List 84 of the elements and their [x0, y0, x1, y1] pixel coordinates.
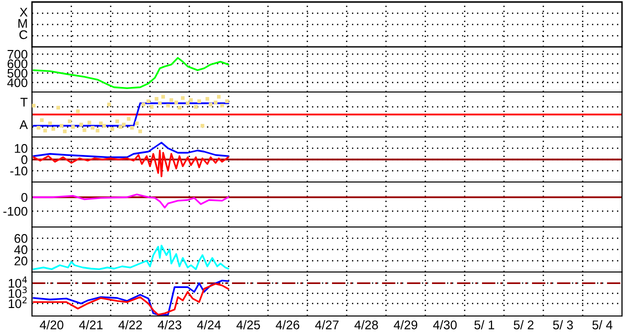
point: [126, 117, 131, 121]
x-tick-label: 4/29: [394, 320, 418, 330]
point: [194, 105, 198, 109]
point: [189, 98, 193, 102]
point: [60, 124, 64, 128]
point: [158, 101, 162, 106]
point: [107, 102, 111, 106]
x-tick-label: 5/ 4: [592, 320, 612, 330]
x-tick-label: 4/24: [197, 320, 221, 330]
point: [36, 126, 40, 130]
y-tick-label: -100: [3, 206, 28, 216]
point: [178, 106, 182, 110]
point: [102, 124, 106, 128]
text: X: [20, 8, 28, 16]
point: [180, 96, 185, 100]
y-tick-label: 600: [8, 59, 28, 68]
point: [79, 122, 84, 126]
point: [154, 96, 158, 101]
text: T: [20, 98, 28, 106]
point: [206, 96, 210, 101]
point: [142, 102, 146, 106]
point: [174, 100, 178, 104]
point: [98, 122, 103, 126]
point: [169, 98, 174, 102]
x-tick-label: 4/27: [315, 320, 339, 330]
point: [166, 104, 170, 108]
point: [76, 109, 80, 114]
point: [161, 94, 165, 99]
point: [135, 122, 139, 126]
x-tick-label: 4/20: [40, 320, 64, 330]
point: [110, 127, 114, 131]
point: [214, 100, 218, 104]
point: [115, 119, 120, 124]
point: [150, 105, 154, 109]
y-tick-label: 0: [21, 193, 28, 202]
point: [56, 106, 60, 110]
point: [208, 102, 212, 106]
text: C: [19, 30, 28, 40]
y-tick-label: -10: [10, 166, 28, 176]
x-tick-label: 4/21: [79, 320, 103, 330]
x-tick-label: 4/22: [118, 320, 142, 330]
point: [197, 99, 202, 104]
point: [32, 104, 36, 108]
point: [51, 127, 56, 131]
point: [146, 99, 150, 104]
x-tick-label: 5/ 1: [474, 320, 494, 330]
point: [138, 130, 142, 134]
y-tick-label: 400: [7, 78, 28, 88]
y-tick-label: 700: [8, 50, 28, 59]
point: [48, 122, 52, 126]
point: [90, 126, 94, 130]
y-tick-label: 10$^{4}$: [8, 276, 27, 288]
y-tick-label: 0: [21, 155, 28, 164]
point: [40, 118, 44, 122]
x-tick-label: 4/30: [433, 320, 457, 330]
point: [216, 94, 221, 99]
point: [225, 99, 229, 104]
x-tick-label: 4/28: [354, 320, 378, 330]
x-tick-label: 5/ 2: [514, 320, 534, 330]
point: [62, 130, 67, 134]
y-tick-label: 500: [7, 68, 28, 78]
point: [122, 122, 126, 126]
text: M: [18, 19, 27, 28]
x-tick-label: 5/ 3: [553, 320, 573, 330]
y-tick-label: 10$^{3}$: [8, 286, 27, 298]
y-tick-label: 10$^{2}$: [8, 296, 27, 308]
point: [82, 128, 86, 132]
point: [200, 124, 204, 128]
point: [43, 128, 47, 132]
y-tick-label: 10: [14, 144, 28, 153]
x-tick-label: 4/23: [158, 320, 182, 330]
x-tick-label: 4/25: [236, 320, 260, 330]
point: [130, 126, 134, 130]
point: [118, 125, 122, 129]
y-tick-label: 60: [14, 234, 28, 243]
x-tick-label: 4/26: [276, 320, 300, 330]
point: [220, 104, 224, 108]
point: [88, 120, 92, 124]
text: A: [20, 120, 28, 129]
point: [68, 119, 72, 124]
point: [71, 125, 75, 129]
point: [96, 128, 100, 132]
y-tick-label: 40: [14, 245, 28, 254]
y-tick-label: 20: [14, 256, 28, 266]
